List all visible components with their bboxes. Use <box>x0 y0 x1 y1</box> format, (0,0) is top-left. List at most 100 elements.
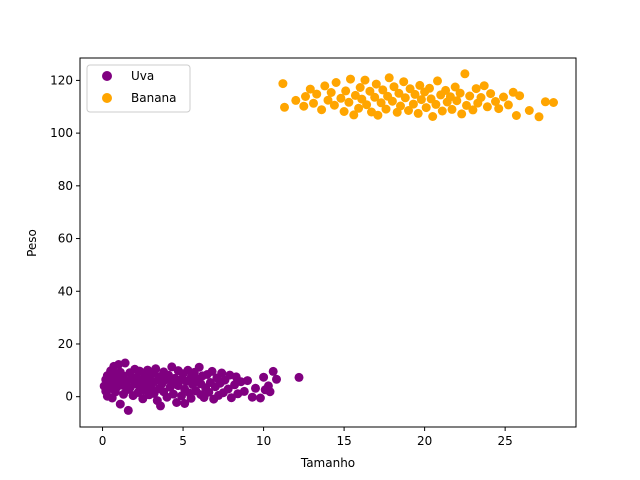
data-point <box>247 392 257 402</box>
data-point <box>329 100 339 110</box>
points-layer <box>99 69 558 415</box>
x-tick-label: 5 <box>179 434 187 448</box>
data-point <box>452 96 462 106</box>
y-tick-label: 0 <box>65 390 73 404</box>
data-point <box>445 92 455 102</box>
data-point <box>413 108 423 118</box>
x-tick-label: 15 <box>336 434 351 448</box>
data-point <box>515 91 525 101</box>
data-point <box>437 106 447 116</box>
data-point <box>341 86 351 96</box>
data-point <box>326 88 336 97</box>
data-point <box>172 398 182 407</box>
data-point <box>394 88 404 98</box>
data-point <box>399 77 409 87</box>
data-point <box>503 100 513 110</box>
data-point <box>354 103 364 113</box>
data-point <box>272 374 281 384</box>
data-point <box>294 372 304 382</box>
data-point <box>168 389 178 399</box>
data-point <box>384 73 394 83</box>
y-tick-label: 20 <box>58 337 73 351</box>
y-tick-label: 60 <box>58 232 73 246</box>
data-point <box>223 384 233 394</box>
legend: Uva Banana <box>86 64 191 113</box>
data-point <box>499 92 508 102</box>
y-tick-label: 80 <box>58 179 73 193</box>
data-point <box>455 88 465 98</box>
data-point <box>415 80 425 90</box>
x-tick-label: 25 <box>498 434 513 448</box>
data-point <box>243 376 252 386</box>
data-point <box>317 105 327 115</box>
data-point <box>346 74 355 84</box>
data-point <box>404 106 413 115</box>
data-point <box>476 93 486 102</box>
data-point <box>305 84 315 94</box>
data-point <box>370 92 380 102</box>
data-point <box>265 387 275 397</box>
data-point <box>360 75 370 85</box>
data-point <box>151 364 161 374</box>
data-point <box>494 104 504 114</box>
data-point <box>491 97 500 106</box>
data-point <box>156 401 165 411</box>
data-point <box>331 78 341 87</box>
y-tick-label: 40 <box>58 284 73 298</box>
x-tick-label: 0 <box>99 434 107 448</box>
data-point <box>301 92 310 101</box>
data-point <box>468 105 478 115</box>
data-point <box>299 101 309 111</box>
legend-marker-uva <box>102 71 112 81</box>
x-tick-label: 10 <box>256 434 271 448</box>
data-point <box>344 97 354 107</box>
legend-label-uva: Uva <box>131 69 154 83</box>
y-tick-label: 120 <box>50 73 73 87</box>
data-point <box>396 101 405 111</box>
data-point <box>123 405 133 415</box>
data-point <box>482 102 492 112</box>
data-point <box>309 98 318 108</box>
data-point <box>460 69 470 79</box>
data-point <box>194 362 204 372</box>
data-point <box>421 103 431 113</box>
x-axis-label: Tamanho <box>300 456 355 470</box>
data-point <box>524 106 534 115</box>
data-point <box>336 93 346 103</box>
data-point <box>447 104 457 114</box>
data-point <box>207 366 217 376</box>
data-point <box>180 399 190 408</box>
data-point <box>425 83 434 93</box>
data-point <box>373 110 383 120</box>
data-point <box>416 95 426 105</box>
data-point <box>312 89 322 99</box>
data-point <box>465 91 475 101</box>
data-point <box>239 386 249 396</box>
series-banana <box>278 69 558 122</box>
data-point <box>355 83 365 92</box>
data-point <box>511 111 521 120</box>
x-tick-label: 20 <box>417 434 432 448</box>
data-point <box>376 98 386 108</box>
data-point <box>339 107 349 116</box>
data-point <box>280 102 289 112</box>
data-point <box>268 366 278 376</box>
data-point <box>479 81 489 91</box>
data-point <box>138 394 148 404</box>
data-point <box>428 112 438 121</box>
plot-frame <box>79 57 577 428</box>
y-axis-label: Peso <box>25 229 39 257</box>
data-point <box>217 368 227 378</box>
y-tick-label: 100 <box>50 126 73 140</box>
x-axis: 0 5 10 15 20 25 <box>99 427 513 448</box>
data-point <box>320 81 330 91</box>
data-point <box>387 96 397 106</box>
data-point <box>255 393 265 403</box>
data-point <box>450 82 460 92</box>
data-point <box>400 93 410 103</box>
data-point <box>549 98 558 107</box>
data-point <box>365 86 375 96</box>
data-point <box>441 85 451 95</box>
data-point <box>408 99 418 109</box>
